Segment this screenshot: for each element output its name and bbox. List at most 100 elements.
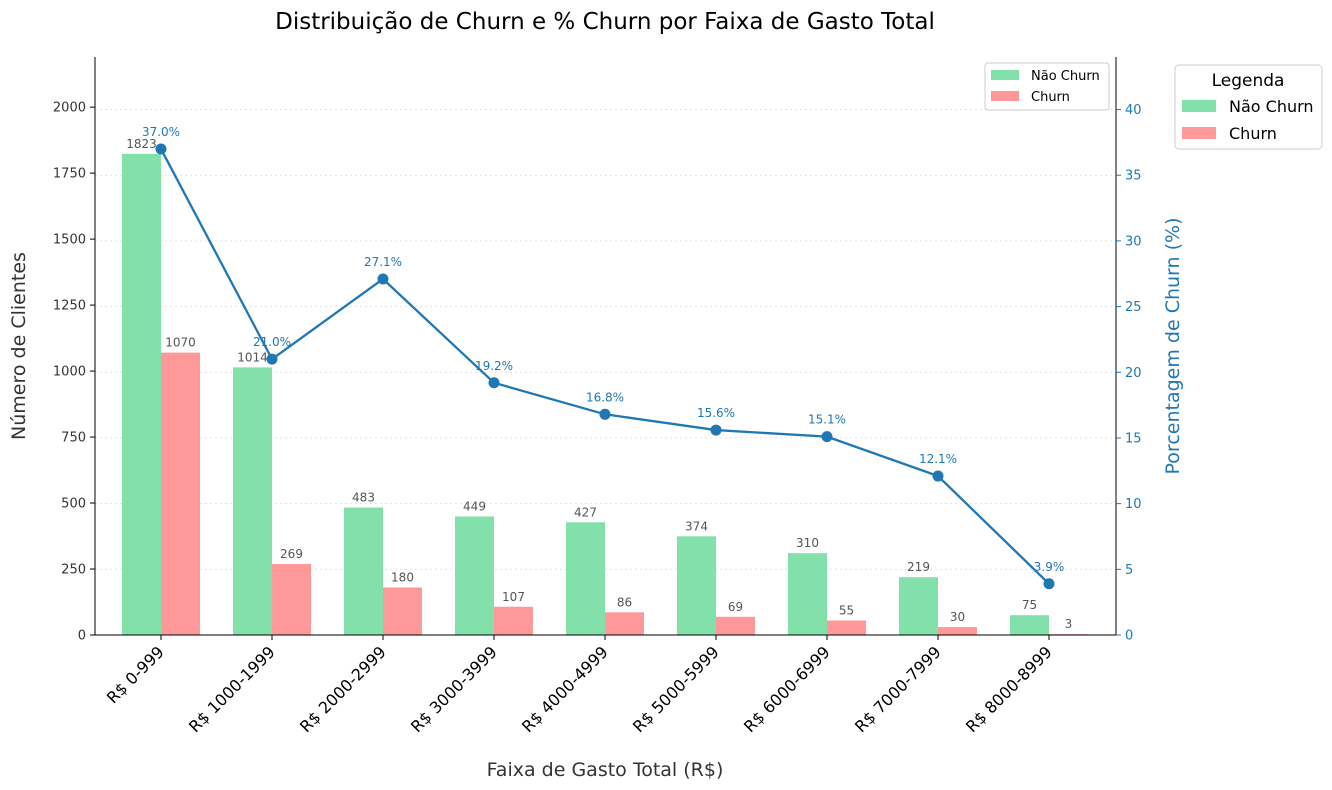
left-tick-label: 750 bbox=[61, 431, 86, 446]
churn-percent-point bbox=[932, 470, 944, 482]
bar-churn bbox=[272, 564, 311, 635]
left-tick-label: 0 bbox=[78, 629, 86, 644]
x-tick-label: R$ 7000-7999 bbox=[851, 642, 945, 736]
legend-inner-label: Não Churn bbox=[1031, 69, 1100, 84]
left-tick-label: 1750 bbox=[53, 167, 86, 182]
right-tick-label: 40 bbox=[1125, 103, 1142, 118]
bar-nao-churn bbox=[233, 367, 272, 635]
x-axis-label: Faixa de Gasto Total (R$) bbox=[487, 759, 724, 781]
churn-percent-polyline bbox=[159, 148, 1050, 585]
right-tick-label: 0 bbox=[1125, 629, 1133, 644]
y-axis-right-label: Porcentagem de Churn (%) bbox=[1162, 218, 1184, 475]
bar-nao-churn bbox=[455, 516, 494, 635]
bar-value-label: 107 bbox=[502, 590, 525, 604]
bar-value-label: 483 bbox=[352, 491, 375, 505]
churn-percent-line: 37.0% 21.0% 27.1% 19.2% 16.8% 15.6% 15.1% 12.1%… bbox=[142, 125, 1065, 590]
bar-value-label: 30 bbox=[950, 610, 965, 624]
right-tick-label: 25 bbox=[1125, 300, 1142, 315]
x-tick-label: R$ 5000-5999 bbox=[629, 642, 723, 736]
bar-churn bbox=[605, 612, 644, 635]
x-tick-label: R$ 1000-1999 bbox=[185, 642, 279, 736]
churn-percent-label: 16.8% bbox=[586, 390, 624, 404]
legend-inner-swatch bbox=[991, 91, 1019, 101]
bar-value-label: 69 bbox=[728, 600, 743, 614]
legend-outer: Legenda Não Churn Churn bbox=[1174, 64, 1323, 150]
bar-value-label: 180 bbox=[391, 570, 414, 584]
bar-value-label: 86 bbox=[617, 595, 632, 609]
bar-value-label: 269 bbox=[280, 547, 303, 561]
legend-outer-swatch bbox=[1182, 127, 1216, 139]
churn-percent-label: 21.0% bbox=[253, 335, 291, 349]
x-ticks: R$ 0-999 R$ 1000-1999 R$ 2000-2999 R$ 3000-… bbox=[103, 635, 1056, 736]
right-tick-label: 10 bbox=[1125, 497, 1142, 512]
x-tick-label: R$ 0-999 bbox=[103, 642, 168, 707]
left-tick-label: 1500 bbox=[53, 233, 86, 248]
churn-percent-point bbox=[599, 408, 611, 420]
bar-value-label: 1014 bbox=[237, 350, 268, 364]
bar-nao-churn bbox=[677, 536, 716, 635]
bar-nao-churn bbox=[122, 153, 161, 635]
bar-value-label: 1070 bbox=[165, 336, 196, 350]
bar-value-label: 219 bbox=[907, 560, 930, 574]
left-y-ticks: 0 250 500 750 1000 1250 1500 1750 2000 bbox=[53, 101, 95, 644]
churn-percent-label: 3.9% bbox=[1034, 560, 1065, 574]
x-tick-label: R$ 3000-3999 bbox=[407, 642, 501, 736]
churn-percent-point bbox=[710, 424, 722, 436]
bar-churn bbox=[383, 587, 422, 635]
bar-value-label: 374 bbox=[685, 519, 708, 533]
churn-percent-point bbox=[1043, 578, 1055, 590]
bar-nao-churn bbox=[1010, 615, 1049, 635]
x-tick-label: R$ 8000-8999 bbox=[962, 642, 1056, 736]
bar-value-label: 1823 bbox=[126, 137, 157, 151]
y-axis-label: Número de Clientes bbox=[8, 252, 30, 440]
left-tick-label: 1000 bbox=[53, 365, 86, 380]
legend-outer-title: Legenda bbox=[1212, 71, 1285, 91]
legend-inner: Não Churn Churn bbox=[984, 62, 1110, 111]
right-tick-label: 5 bbox=[1125, 563, 1133, 578]
churn-percent-point bbox=[821, 431, 833, 443]
bars bbox=[122, 153, 1088, 635]
left-tick-label: 500 bbox=[61, 497, 86, 512]
bar-churn bbox=[716, 616, 755, 635]
churn-percent-label: 12.1% bbox=[919, 452, 957, 466]
left-tick-label: 2000 bbox=[53, 101, 86, 116]
bar-value-label: 310 bbox=[796, 536, 819, 550]
right-tick-label: 30 bbox=[1125, 234, 1142, 249]
left-tick-label: 1250 bbox=[53, 299, 86, 314]
legend-inner-label: Churn bbox=[1031, 90, 1070, 105]
bar-churn bbox=[827, 620, 866, 635]
bar-churn bbox=[938, 627, 977, 635]
chart-title: Distribuição de Churn e % Churn por Faix… bbox=[275, 9, 935, 35]
x-tick-label: R$ 4000-4999 bbox=[518, 642, 612, 736]
bar-nao-churn bbox=[899, 577, 938, 635]
bar-nao-churn bbox=[566, 522, 605, 635]
bar-nao-churn bbox=[344, 507, 383, 635]
churn-percent-point bbox=[155, 143, 167, 155]
churn-percent-point bbox=[266, 353, 278, 365]
churn-percent-label: 15.6% bbox=[697, 406, 735, 420]
bar-value-label: 3 bbox=[1065, 617, 1073, 631]
bar-value-label: 449 bbox=[463, 499, 486, 513]
x-tick-label: R$ 6000-6999 bbox=[740, 642, 834, 736]
legend-outer-label: Churn bbox=[1229, 124, 1277, 143]
churn-percent-label: 37.0% bbox=[142, 125, 180, 139]
right-tick-label: 15 bbox=[1125, 431, 1142, 446]
right-y-ticks: 0 5 10 15 20 25 30 35 40 bbox=[1116, 103, 1142, 644]
x-tick-label: R$ 2000-2999 bbox=[296, 642, 390, 736]
legend-inner-swatch bbox=[991, 70, 1019, 80]
bar-churn bbox=[161, 352, 200, 635]
bar-churn bbox=[494, 606, 533, 635]
churn-percent-label: 27.1% bbox=[364, 255, 402, 269]
churn-percent-label: 19.2% bbox=[475, 359, 513, 373]
right-tick-label: 35 bbox=[1125, 169, 1142, 184]
bar-value-label: 427 bbox=[574, 505, 597, 519]
bar-value-label: 75 bbox=[1022, 598, 1037, 612]
left-tick-label: 250 bbox=[61, 563, 86, 578]
right-tick-label: 20 bbox=[1125, 366, 1142, 381]
churn-percent-label: 15.1% bbox=[808, 413, 846, 427]
bar-value-label: 55 bbox=[839, 603, 854, 617]
legend-outer-label: Não Churn bbox=[1229, 97, 1314, 116]
churn-percent-point bbox=[488, 377, 500, 389]
churn-percent-point bbox=[377, 273, 389, 285]
